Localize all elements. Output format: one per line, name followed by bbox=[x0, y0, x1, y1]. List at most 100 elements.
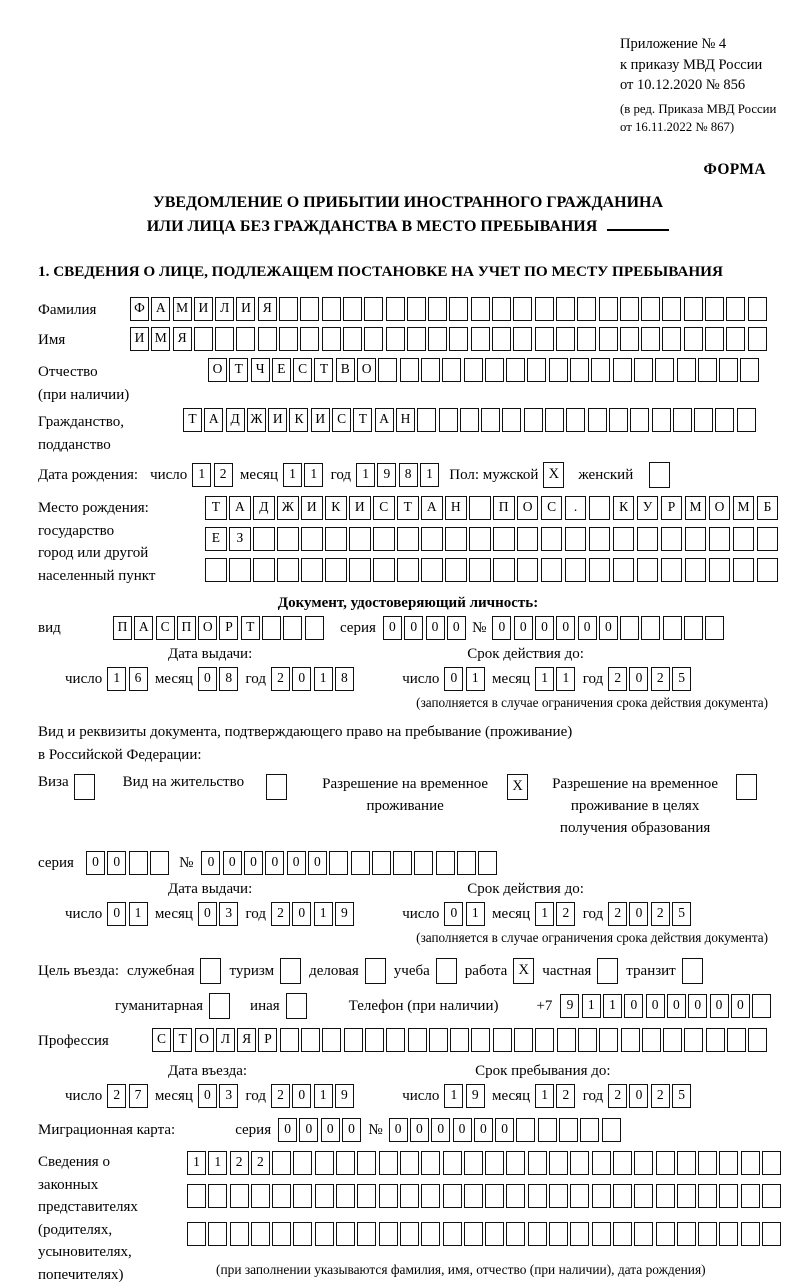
char-cell[interactable] bbox=[442, 1151, 462, 1176]
char-cell[interactable] bbox=[293, 1151, 313, 1176]
char-cell[interactable]: 2 bbox=[271, 1084, 290, 1109]
char-cell[interactable]: О bbox=[208, 358, 227, 383]
char-cell[interactable] bbox=[516, 1118, 536, 1143]
char-cell[interactable]: 3 bbox=[219, 1084, 239, 1109]
char-cell[interactable]: 0 bbox=[513, 616, 533, 641]
char-cell[interactable] bbox=[342, 296, 362, 321]
char-cell[interactable] bbox=[762, 1222, 782, 1247]
char-cell[interactable]: С bbox=[152, 1028, 171, 1053]
char-cell[interactable]: В bbox=[335, 358, 355, 383]
char-cell[interactable]: 0 bbox=[107, 902, 127, 927]
char-cell[interactable]: 0 bbox=[598, 616, 618, 641]
char-cell[interactable] bbox=[570, 358, 590, 383]
char-cell[interactable] bbox=[513, 327, 533, 352]
char-cell[interactable] bbox=[514, 1028, 534, 1053]
char-cell[interactable]: 1 bbox=[356, 463, 376, 488]
char-cell[interactable] bbox=[655, 1184, 675, 1209]
char-cell[interactable] bbox=[660, 558, 683, 583]
char-cell[interactable]: М bbox=[732, 496, 755, 521]
char-cell[interactable] bbox=[549, 1151, 569, 1176]
char-cell[interactable] bbox=[463, 1184, 483, 1209]
char-cell[interactable]: 0 bbox=[556, 616, 576, 641]
char-cell[interactable] bbox=[762, 1184, 782, 1209]
char-cell[interactable] bbox=[719, 1151, 739, 1176]
char-cell[interactable]: З bbox=[228, 527, 251, 552]
char-cell[interactable]: Ж bbox=[276, 496, 299, 521]
char-cell[interactable] bbox=[250, 1184, 270, 1209]
char-cell[interactable] bbox=[336, 1151, 356, 1176]
purpose-business-checkbox[interactable] bbox=[364, 958, 386, 985]
char-cell[interactable]: 1 bbox=[304, 463, 324, 488]
char-cell[interactable]: И bbox=[310, 408, 330, 433]
char-cell[interactable] bbox=[364, 296, 384, 321]
char-cell[interactable]: . bbox=[564, 496, 587, 521]
char-cell[interactable]: 1 bbox=[192, 463, 212, 488]
char-cell[interactable]: 2 bbox=[107, 1084, 127, 1109]
char-cell[interactable]: 2 bbox=[608, 902, 628, 927]
char-cell[interactable]: 0 bbox=[425, 616, 445, 641]
char-cell[interactable] bbox=[484, 358, 504, 383]
char-cell[interactable]: 0 bbox=[431, 1118, 451, 1143]
char-cell[interactable]: О bbox=[516, 496, 539, 521]
char-cell[interactable] bbox=[342, 327, 362, 352]
char-cell[interactable]: 0 bbox=[624, 994, 644, 1019]
char-cell[interactable] bbox=[527, 1184, 547, 1209]
char-cell[interactable]: 3 bbox=[219, 902, 239, 927]
char-cell[interactable]: 2 bbox=[229, 1151, 249, 1176]
char-cell[interactable]: 2 bbox=[608, 1084, 628, 1109]
char-cell[interactable]: 0 bbox=[452, 1118, 472, 1143]
char-cell[interactable] bbox=[364, 1028, 384, 1053]
char-cell[interactable] bbox=[655, 1151, 675, 1176]
char-cell[interactable]: Т bbox=[183, 408, 202, 433]
char-cell[interactable] bbox=[726, 327, 746, 352]
char-cell[interactable] bbox=[208, 1184, 228, 1209]
char-cell[interactable]: 0 bbox=[292, 1084, 312, 1109]
char-cell[interactable]: 1 bbox=[444, 1084, 464, 1109]
char-cell[interactable] bbox=[662, 327, 682, 352]
char-cell[interactable] bbox=[300, 327, 320, 352]
char-cell[interactable] bbox=[485, 1151, 505, 1176]
char-cell[interactable]: 5 bbox=[672, 902, 692, 927]
char-cell[interactable]: О bbox=[708, 496, 731, 521]
char-cell[interactable] bbox=[485, 1222, 505, 1247]
char-cell[interactable]: Я bbox=[237, 1028, 257, 1053]
char-cell[interactable] bbox=[463, 358, 483, 383]
char-cell[interactable]: 0 bbox=[404, 616, 424, 641]
char-cell[interactable]: 0 bbox=[577, 616, 597, 641]
char-cell[interactable]: 0 bbox=[85, 851, 105, 876]
char-cell[interactable]: 0 bbox=[495, 1118, 515, 1143]
char-cell[interactable]: И bbox=[300, 496, 323, 521]
char-cell[interactable] bbox=[727, 1028, 747, 1053]
char-cell[interactable] bbox=[208, 1222, 228, 1247]
char-cell[interactable] bbox=[672, 408, 692, 433]
char-cell[interactable]: 0 bbox=[307, 851, 327, 876]
char-cell[interactable]: Р bbox=[258, 1028, 278, 1053]
char-cell[interactable] bbox=[463, 1151, 483, 1176]
char-cell[interactable] bbox=[570, 1151, 590, 1176]
char-cell[interactable]: П bbox=[176, 616, 196, 641]
char-cell[interactable] bbox=[599, 1028, 619, 1053]
char-cell[interactable] bbox=[506, 358, 526, 383]
char-cell[interactable] bbox=[149, 851, 169, 876]
char-cell[interactable]: Е bbox=[271, 358, 291, 383]
char-cell[interactable] bbox=[732, 558, 755, 583]
char-cell[interactable]: 2 bbox=[608, 667, 628, 692]
char-cell[interactable] bbox=[540, 527, 563, 552]
char-cell[interactable]: 0 bbox=[666, 994, 686, 1019]
char-cell[interactable] bbox=[732, 527, 755, 552]
char-cell[interactable] bbox=[485, 1184, 505, 1209]
char-cell[interactable] bbox=[549, 1184, 569, 1209]
char-cell[interactable] bbox=[698, 1222, 718, 1247]
char-cell[interactable] bbox=[676, 1184, 696, 1209]
char-cell[interactable] bbox=[272, 1184, 292, 1209]
char-cell[interactable] bbox=[740, 1151, 760, 1176]
char-cell[interactable] bbox=[468, 558, 491, 583]
char-cell[interactable] bbox=[676, 1222, 696, 1247]
char-cell[interactable]: 0 bbox=[535, 616, 554, 641]
char-cell[interactable]: Т bbox=[205, 496, 227, 521]
